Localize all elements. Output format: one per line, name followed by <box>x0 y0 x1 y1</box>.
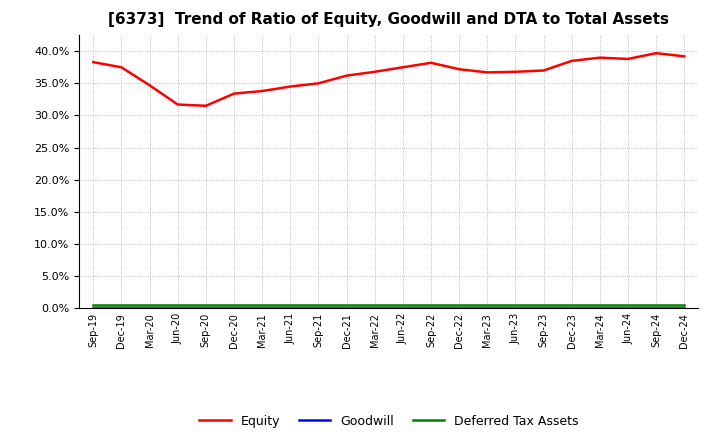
Goodwill <box>483 305 492 311</box>
Deferred Tax Assets <box>314 302 323 308</box>
Equity <box>89 59 98 65</box>
Deferred Tax Assets <box>342 302 351 308</box>
Deferred Tax Assets <box>370 302 379 308</box>
Goodwill <box>286 305 294 311</box>
Deferred Tax Assets <box>567 302 576 308</box>
Equity <box>511 69 520 74</box>
Equity <box>680 54 688 59</box>
Goodwill <box>342 305 351 311</box>
Goodwill <box>567 305 576 311</box>
Deferred Tax Assets <box>174 302 182 308</box>
Goodwill <box>680 305 688 311</box>
Equity <box>117 65 126 70</box>
Goodwill <box>399 305 408 311</box>
Deferred Tax Assets <box>680 302 688 308</box>
Deferred Tax Assets <box>483 302 492 308</box>
Goodwill <box>230 305 238 311</box>
Goodwill <box>174 305 182 311</box>
Equity <box>652 51 660 56</box>
Deferred Tax Assets <box>230 302 238 308</box>
Equity <box>483 70 492 75</box>
Goodwill <box>370 305 379 311</box>
Equity <box>595 55 604 60</box>
Legend: Equity, Goodwill, Deferred Tax Assets: Equity, Goodwill, Deferred Tax Assets <box>194 410 583 433</box>
Goodwill <box>511 305 520 311</box>
Equity <box>342 73 351 78</box>
Deferred Tax Assets <box>595 302 604 308</box>
Title: [6373]  Trend of Ratio of Equity, Goodwill and DTA to Total Assets: [6373] Trend of Ratio of Equity, Goodwil… <box>108 12 670 27</box>
Equity <box>567 58 576 63</box>
Deferred Tax Assets <box>511 302 520 308</box>
Equity <box>202 103 210 108</box>
Deferred Tax Assets <box>652 302 660 308</box>
Line: Equity: Equity <box>94 53 684 106</box>
Goodwill <box>145 305 154 311</box>
Goodwill <box>539 305 548 311</box>
Equity <box>399 65 408 70</box>
Goodwill <box>624 305 632 311</box>
Deferred Tax Assets <box>399 302 408 308</box>
Equity <box>624 56 632 62</box>
Equity <box>230 91 238 96</box>
Deferred Tax Assets <box>455 302 464 308</box>
Goodwill <box>117 305 126 311</box>
Goodwill <box>427 305 436 311</box>
Equity <box>174 102 182 107</box>
Deferred Tax Assets <box>427 302 436 308</box>
Deferred Tax Assets <box>286 302 294 308</box>
Equity <box>258 88 266 94</box>
Equity <box>286 84 294 89</box>
Equity <box>427 60 436 66</box>
Deferred Tax Assets <box>89 302 98 308</box>
Equity <box>539 68 548 73</box>
Goodwill <box>89 305 98 311</box>
Equity <box>455 66 464 72</box>
Goodwill <box>455 305 464 311</box>
Goodwill <box>595 305 604 311</box>
Deferred Tax Assets <box>539 302 548 308</box>
Deferred Tax Assets <box>145 302 154 308</box>
Goodwill <box>652 305 660 311</box>
Goodwill <box>202 305 210 311</box>
Goodwill <box>314 305 323 311</box>
Equity <box>145 83 154 88</box>
Deferred Tax Assets <box>202 302 210 308</box>
Deferred Tax Assets <box>624 302 632 308</box>
Equity <box>314 81 323 86</box>
Equity <box>370 69 379 74</box>
Goodwill <box>258 305 266 311</box>
Deferred Tax Assets <box>117 302 126 308</box>
Deferred Tax Assets <box>258 302 266 308</box>
